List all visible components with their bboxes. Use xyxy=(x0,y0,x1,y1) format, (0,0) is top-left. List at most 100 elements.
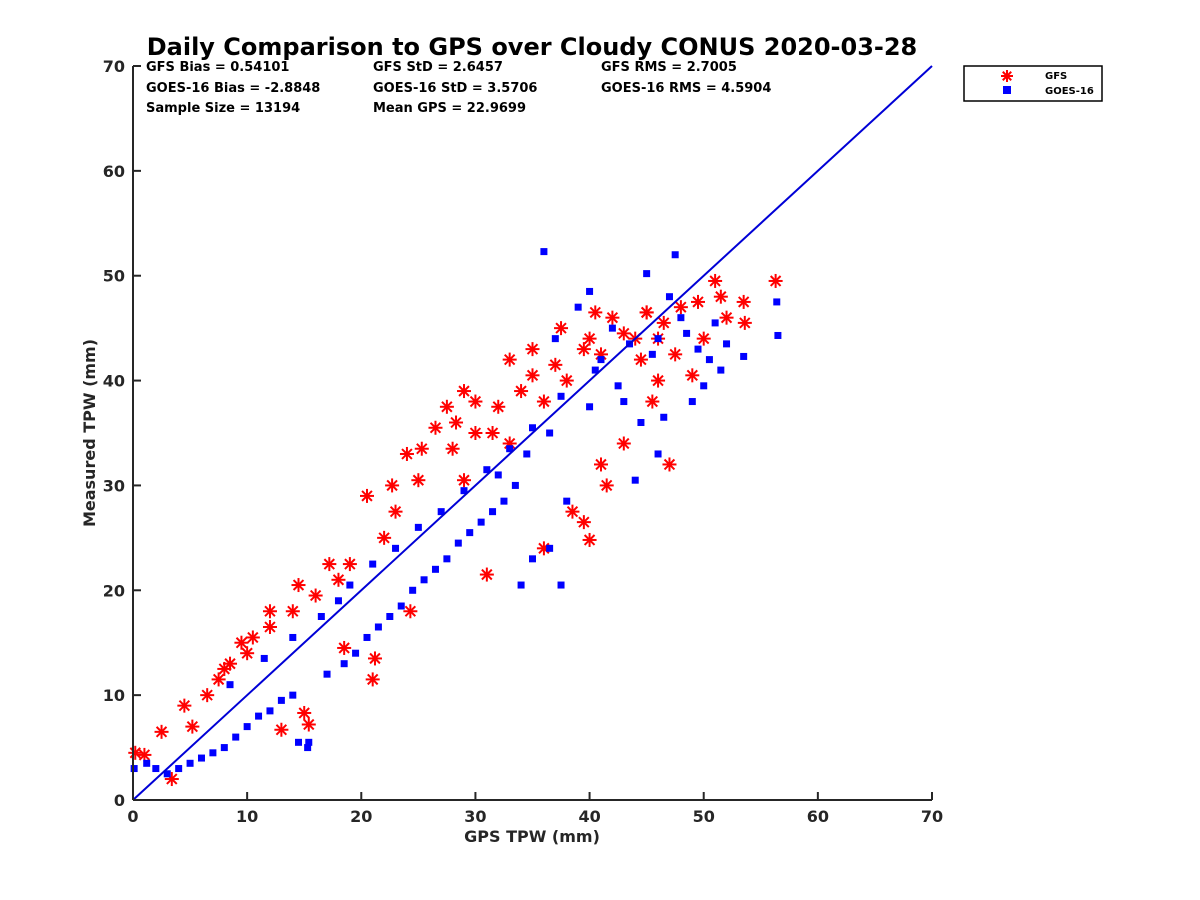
goes16-point xyxy=(506,445,514,453)
goes16-point xyxy=(323,670,331,678)
gfs-point xyxy=(200,688,215,703)
goes16-point xyxy=(773,298,781,306)
gfs-point xyxy=(297,705,312,720)
gfs-point xyxy=(385,478,400,493)
gfs-point xyxy=(673,300,688,315)
goes16-point xyxy=(295,738,303,746)
gfs-point xyxy=(285,604,300,619)
legend-gfs-label: GFS xyxy=(1045,71,1067,82)
goes16-point xyxy=(305,738,313,746)
goes16-point xyxy=(660,413,668,421)
gfs-point xyxy=(468,394,483,409)
y-tick-label: 40 xyxy=(103,372,125,391)
goes16-point xyxy=(437,508,445,516)
goes16-point xyxy=(175,765,183,773)
gfs-point xyxy=(439,399,454,414)
goes16-point xyxy=(494,471,502,479)
stat-gfs-bias: GFS Bias = 0.54101 xyxy=(146,60,289,75)
gfs-point xyxy=(403,604,418,619)
one-to-one-line xyxy=(132,65,933,801)
gfs-point xyxy=(491,399,506,414)
gfs-point xyxy=(554,321,569,336)
goes16-point xyxy=(620,398,628,406)
goes16-point xyxy=(597,356,605,364)
gfs-point xyxy=(559,373,574,388)
gfs-point xyxy=(428,420,443,435)
gfs-point xyxy=(514,384,529,399)
goes16-point xyxy=(431,565,439,573)
gfs-point xyxy=(502,352,517,367)
gfs-point xyxy=(388,504,403,519)
y-tick-label: 70 xyxy=(103,57,125,76)
goes16-point xyxy=(557,581,565,589)
gfs-point xyxy=(593,457,608,472)
x-tick-label: 20 xyxy=(350,807,372,826)
goes16-point xyxy=(392,544,400,552)
goes16-point xyxy=(143,759,151,767)
gfs-point xyxy=(217,661,232,676)
goes16-point xyxy=(466,529,474,537)
x-tick-label: 70 xyxy=(921,807,943,826)
goes16-point xyxy=(369,560,377,568)
gfs-point xyxy=(691,294,706,309)
goes16-point xyxy=(671,251,679,259)
goes16-point xyxy=(397,602,405,610)
gfs-point xyxy=(240,646,255,661)
gfs-point xyxy=(736,294,751,309)
axes: 0 10 20 30 40 50 60 70 0 10 20 30 40 50 60 70 xyxy=(103,57,943,826)
x-tick-label: 50 xyxy=(693,807,715,826)
goes16-point xyxy=(483,466,491,474)
goes16-point xyxy=(654,450,662,458)
goes16-point xyxy=(717,366,725,374)
x-axis-label: GPS TPW (mm) xyxy=(464,827,600,846)
goes16-point xyxy=(163,770,171,778)
plot-area xyxy=(128,65,933,801)
goes16-point xyxy=(637,419,645,427)
goes16-point xyxy=(586,403,594,411)
goes16-point xyxy=(591,366,599,374)
gfs-point xyxy=(605,310,620,325)
gfs-point xyxy=(576,515,591,530)
gfs-point xyxy=(768,273,783,288)
gfs-point xyxy=(599,478,614,493)
gfs-point xyxy=(485,426,500,440)
y-tick-label: 10 xyxy=(103,686,125,705)
goes16-point xyxy=(443,555,451,563)
goes16-point xyxy=(694,345,702,353)
goes16-point xyxy=(700,382,708,390)
goes16-point xyxy=(243,723,251,731)
x-tick-label: 0 xyxy=(127,807,138,826)
goes16-point xyxy=(232,733,240,741)
goes16-point xyxy=(740,352,748,360)
goes16-point xyxy=(352,649,360,657)
gfs-point xyxy=(536,394,551,409)
goes16-point xyxy=(460,487,468,495)
goes16-point xyxy=(677,314,685,322)
goes16-point xyxy=(317,613,325,620)
goes16-point xyxy=(197,754,205,762)
gfs-point xyxy=(245,630,260,645)
x-tick-label: 60 xyxy=(807,807,829,826)
goes16-point xyxy=(511,481,519,489)
goes16-point xyxy=(220,744,228,752)
gfs-point xyxy=(137,747,152,762)
goes16-point xyxy=(340,660,348,668)
stat-sample-size: Sample Size = 13194 xyxy=(146,101,300,116)
goes16-point xyxy=(683,329,691,337)
gfs-point xyxy=(548,357,563,372)
goes16-point xyxy=(705,356,713,364)
goes16-point xyxy=(454,539,462,547)
gfs-point xyxy=(582,532,597,547)
goes16-point xyxy=(304,744,312,752)
gfs-point xyxy=(322,557,337,572)
y-tick-label: 0 xyxy=(114,791,125,810)
goes16-point xyxy=(631,476,639,484)
gfs-point xyxy=(457,384,472,399)
chart-title: Daily Comparison to GPS over Cloudy CONU… xyxy=(147,33,918,61)
stat-mean-gps: Mean GPS = 22.9699 xyxy=(373,101,526,116)
goes16-point xyxy=(266,707,274,715)
legend-goes-label: GOES-16 xyxy=(1045,86,1094,97)
stat-goes-rms: GOES-16 RMS = 4.5904 xyxy=(601,81,771,96)
goes16-point xyxy=(517,581,525,589)
